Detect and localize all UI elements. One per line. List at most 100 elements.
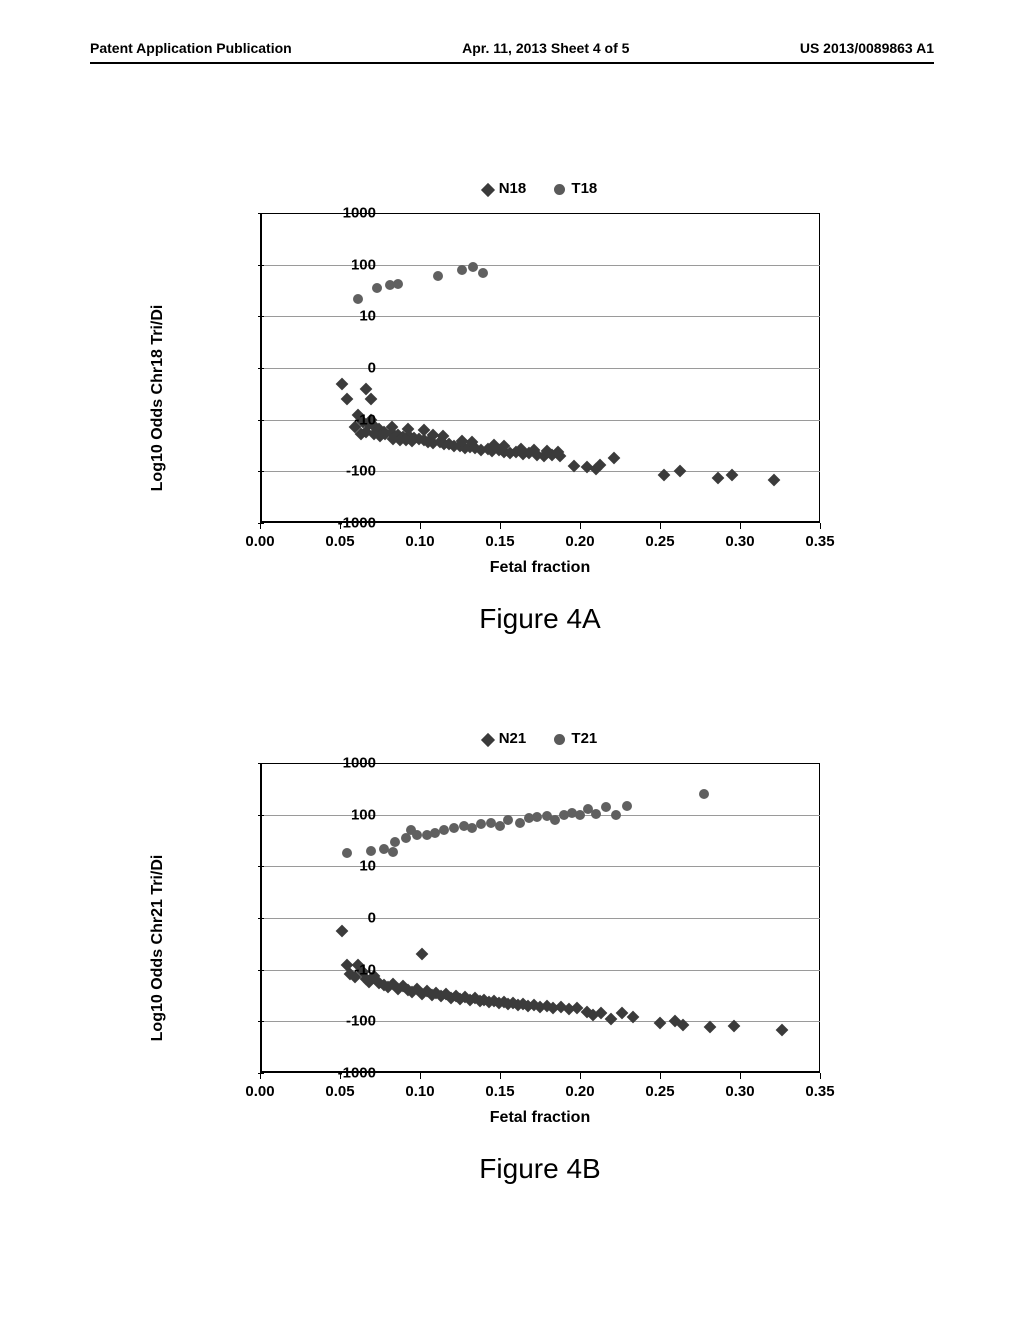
figure-4b: N21 T21 Log10 Odds Chr21 Tri/Di Fetal fr… (170, 730, 850, 1185)
data-point-t (468, 262, 478, 272)
data-point-t (486, 818, 496, 828)
ytick-mark (258, 265, 264, 266)
data-point-n (704, 1021, 717, 1034)
data-point-t (532, 812, 542, 822)
ytick-label: -100 (316, 1013, 376, 1030)
xtick-mark (660, 523, 661, 529)
xtick-mark (820, 523, 821, 529)
xlabel-4b: Fetal fraction (260, 1109, 820, 1127)
ytick-mark (258, 970, 264, 971)
data-point-t (430, 828, 440, 838)
xtick-mark (340, 523, 341, 529)
chart-4b: Log10 Odds Chr21 Tri/Di Fetal fraction 1… (170, 753, 850, 1143)
data-point-t (342, 848, 352, 858)
xtick-mark (740, 1073, 741, 1079)
data-point-t (478, 268, 488, 278)
data-point-n (673, 465, 686, 478)
xtick-label: 0.25 (645, 1083, 674, 1100)
legend-n18-label: N18 (499, 180, 527, 197)
data-point-t (406, 825, 416, 835)
xlabel-4a: Fetal fraction (260, 559, 820, 577)
ylabel-4b: Log10 Odds Chr21 Tri/Di (149, 855, 167, 1042)
xtick-label: 0.00 (245, 533, 274, 550)
data-point-t (622, 801, 632, 811)
xtick-label: 0.15 (485, 533, 514, 550)
data-point-t (372, 283, 382, 293)
xtick-mark (420, 1073, 421, 1079)
xtick-mark (580, 1073, 581, 1079)
circle-icon (554, 734, 565, 745)
ytick-label: 0 (316, 910, 376, 927)
xtick-mark (420, 523, 421, 529)
ytick-label: -1000 (316, 1065, 376, 1082)
ytick-label: -100 (316, 463, 376, 480)
xtick-mark (340, 1073, 341, 1079)
xtick-label: 0.25 (645, 533, 674, 550)
legend-4b: N21 T21 (170, 730, 850, 747)
legend-t21: T21 (554, 730, 597, 747)
xtick-mark (260, 1073, 261, 1079)
circle-icon (554, 184, 565, 195)
data-point-n (416, 948, 429, 961)
data-point-n (654, 1017, 667, 1030)
xtick-label: 0.20 (565, 1083, 594, 1100)
xtick-label: 0.20 (565, 533, 594, 550)
xtick-label: 0.10 (405, 533, 434, 550)
data-point-t (439, 825, 449, 835)
ylabel-4a: Log10 Odds Chr18 Tri/Di (149, 305, 167, 492)
ytick-mark (258, 918, 264, 919)
data-point-t (449, 823, 459, 833)
data-point-t (550, 815, 560, 825)
ytick-mark (258, 763, 264, 764)
xtick-mark (660, 1073, 661, 1079)
ytick-mark (258, 471, 264, 472)
ytick-label: -10 (316, 411, 376, 428)
data-point-t (390, 837, 400, 847)
ytick-mark (258, 523, 264, 524)
figure-4a: N18 T18 Log10 Odds Chr18 Tri/Di Fetal fr… (170, 180, 850, 635)
ytick-label: 10 (316, 308, 376, 325)
header-center: Apr. 11, 2013 Sheet 4 of 5 (462, 40, 629, 56)
xtick-label: 0.35 (805, 1083, 834, 1100)
data-point-t (366, 846, 376, 856)
ytick-label: 1000 (316, 205, 376, 222)
xtick-mark (500, 1073, 501, 1079)
ytick-mark (258, 213, 264, 214)
data-point-t (476, 819, 486, 829)
xtick-label: 0.35 (805, 533, 834, 550)
diamond-icon (481, 733, 495, 747)
xtick-mark (260, 523, 261, 529)
legend-4a: N18 T18 (170, 180, 850, 197)
ytick-label: 100 (316, 806, 376, 823)
data-point-t (503, 815, 513, 825)
xtick-label: 0.30 (725, 533, 754, 550)
plot-border (819, 213, 820, 521)
legend-t18: T18 (554, 180, 597, 197)
xtick-label: 0.30 (725, 1083, 754, 1100)
data-point-n (336, 377, 349, 390)
data-point-t (353, 294, 363, 304)
legend-t18-label: T18 (571, 180, 597, 197)
ytick-mark (258, 1021, 264, 1022)
data-point-t (515, 818, 525, 828)
data-point-n (604, 1013, 617, 1026)
data-point-n (608, 452, 621, 465)
xtick-label: 0.05 (325, 1083, 354, 1100)
xtick-label: 0.00 (245, 1083, 274, 1100)
data-point-n (768, 474, 781, 487)
ytick-label: 100 (316, 256, 376, 273)
data-point-t (467, 823, 477, 833)
ytick-mark (258, 316, 264, 317)
ytick-mark (258, 866, 264, 867)
ytick-label: -10 (316, 961, 376, 978)
header-right: US 2013/0089863 A1 (800, 40, 934, 56)
xtick-label: 0.10 (405, 1083, 434, 1100)
xtick-mark (500, 523, 501, 529)
data-point-t (388, 847, 398, 857)
diamond-icon (481, 183, 495, 197)
page-header: Patent Application Publication Apr. 11, … (0, 40, 1024, 56)
data-point-t (433, 271, 443, 281)
xtick-label: 0.15 (485, 1083, 514, 1100)
ytick-mark (258, 815, 264, 816)
data-point-t (393, 279, 403, 289)
